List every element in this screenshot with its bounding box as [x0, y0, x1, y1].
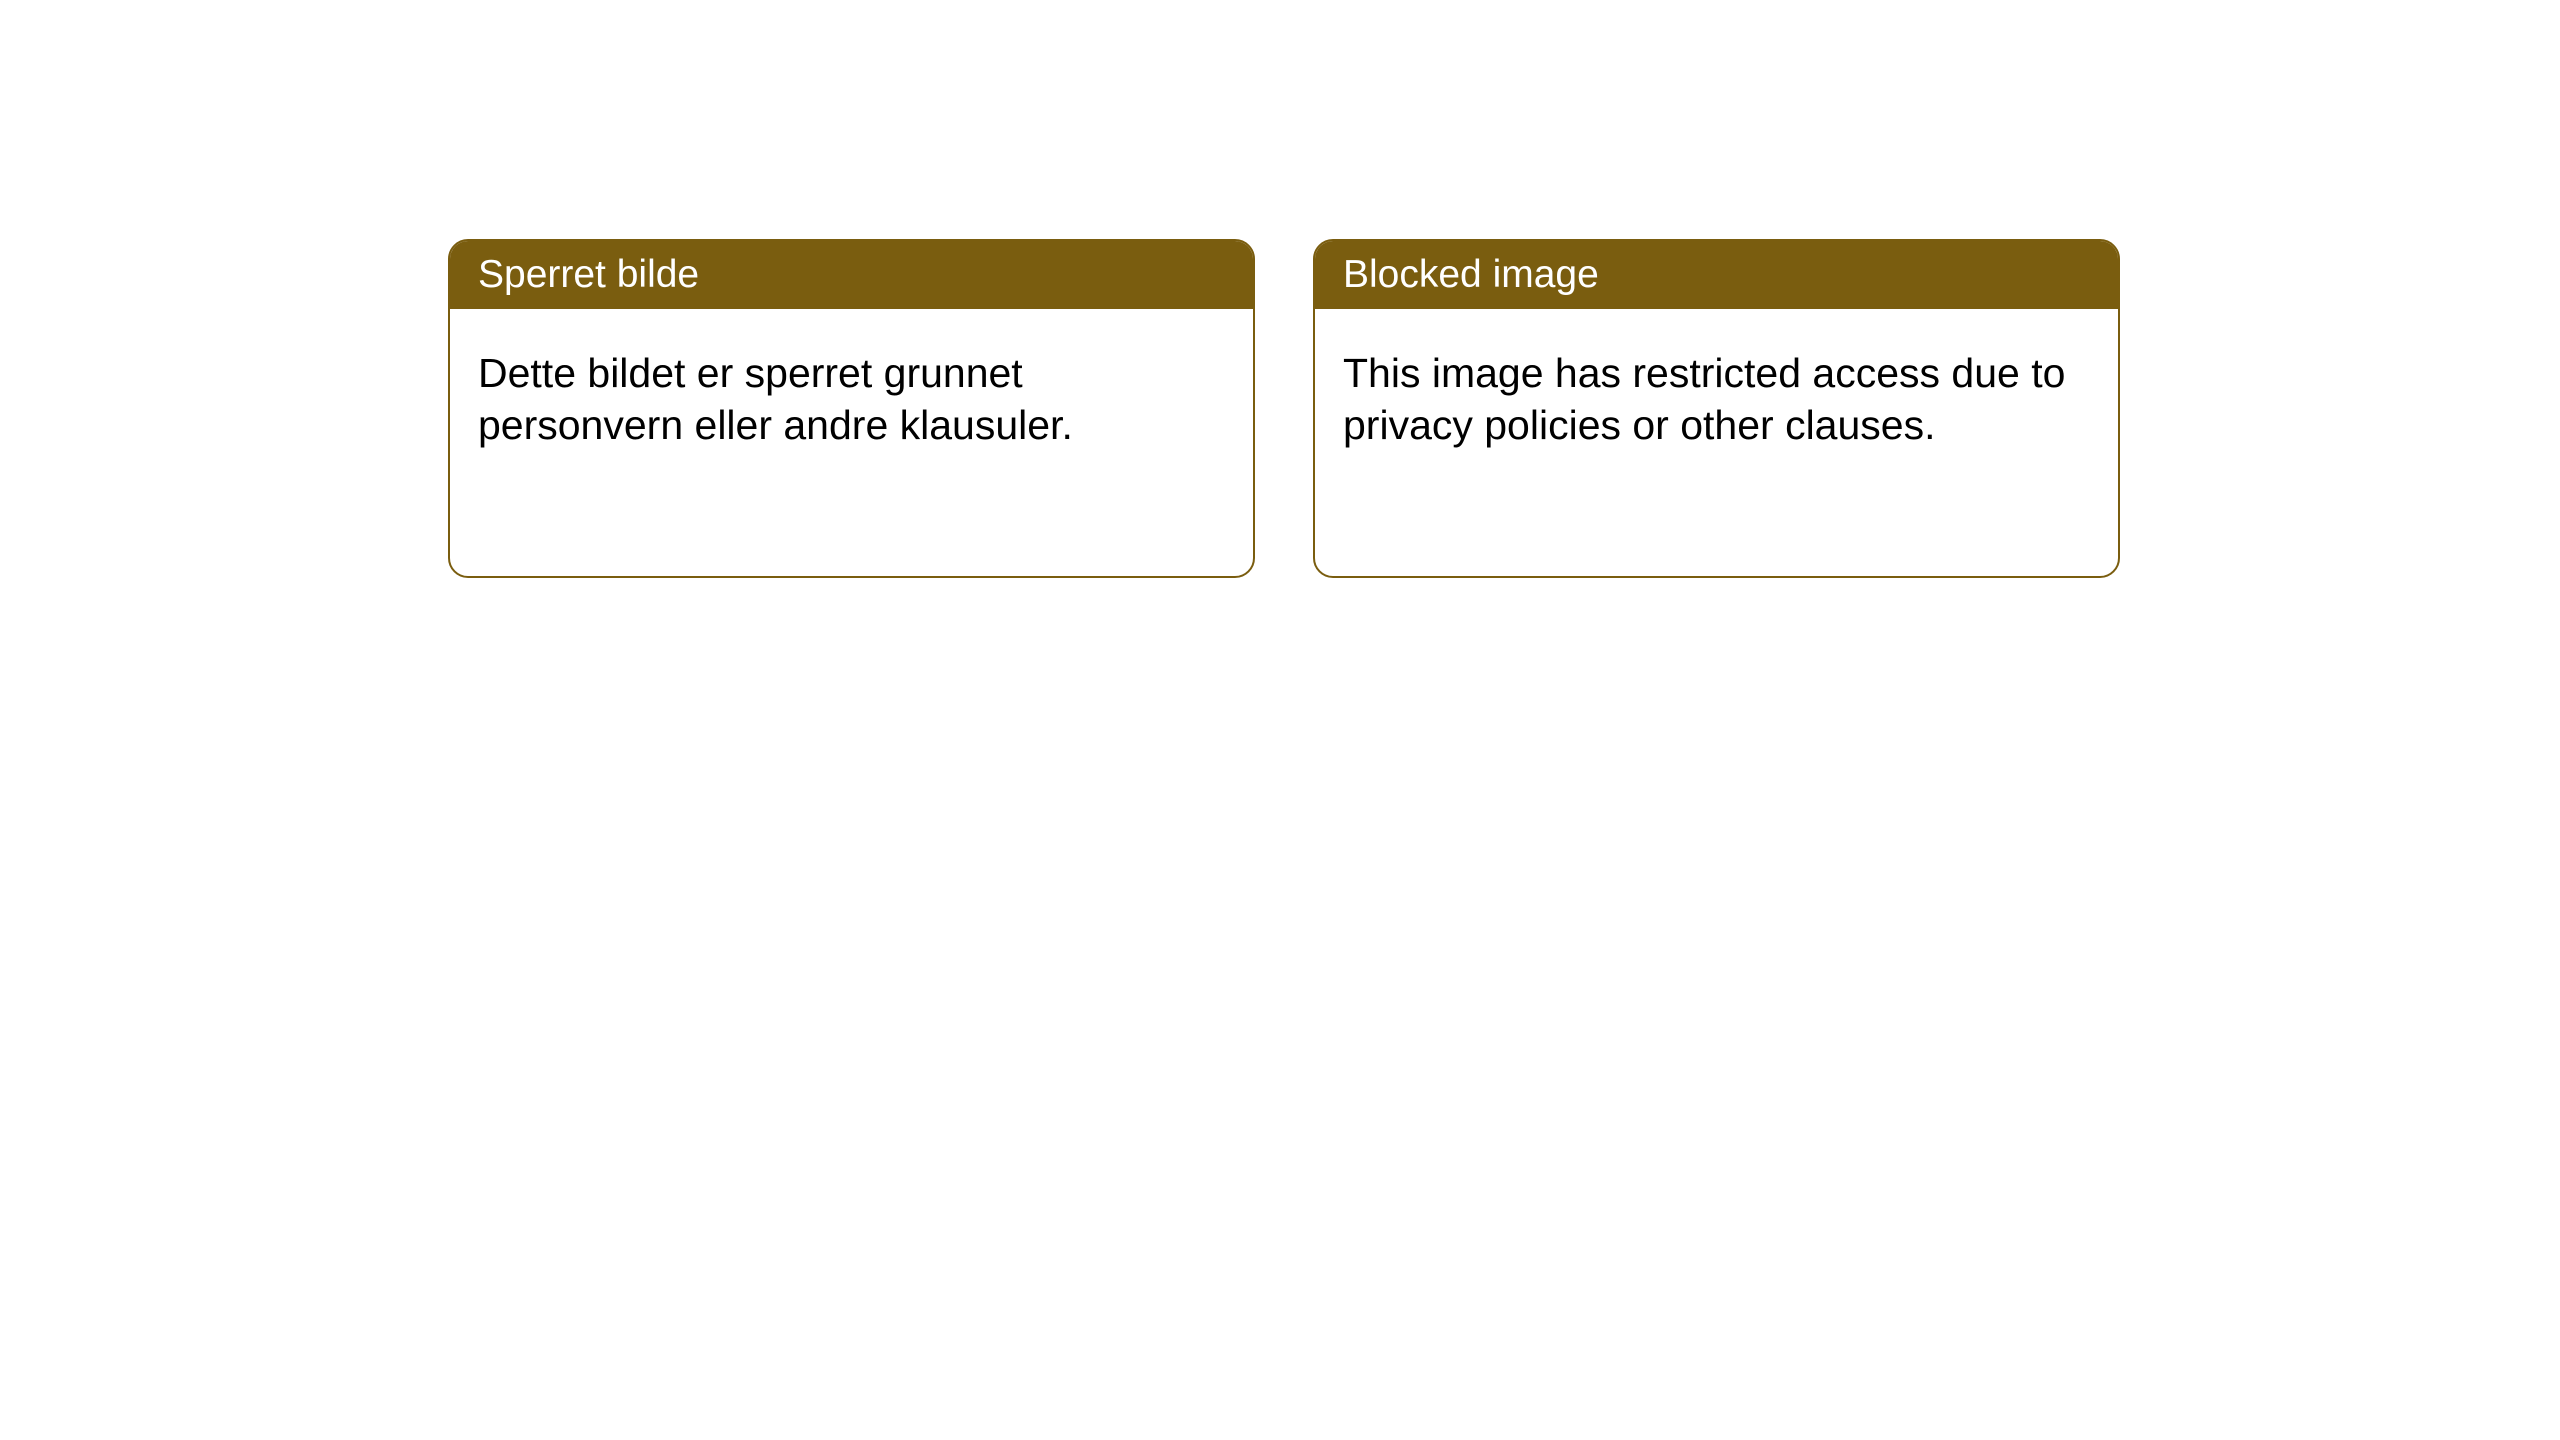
notice-card-body: Dette bildet er sperret grunnet personve… [450, 309, 1253, 490]
notice-card-body: This image has restricted access due to … [1315, 309, 2118, 490]
notice-card-english: Blocked image This image has restricted … [1313, 239, 2120, 578]
notice-card-norwegian: Sperret bilde Dette bildet er sperret gr… [448, 239, 1255, 578]
notice-cards-container: Sperret bilde Dette bildet er sperret gr… [448, 239, 2120, 578]
notice-card-title: Sperret bilde [450, 241, 1253, 309]
notice-card-title: Blocked image [1315, 241, 2118, 309]
